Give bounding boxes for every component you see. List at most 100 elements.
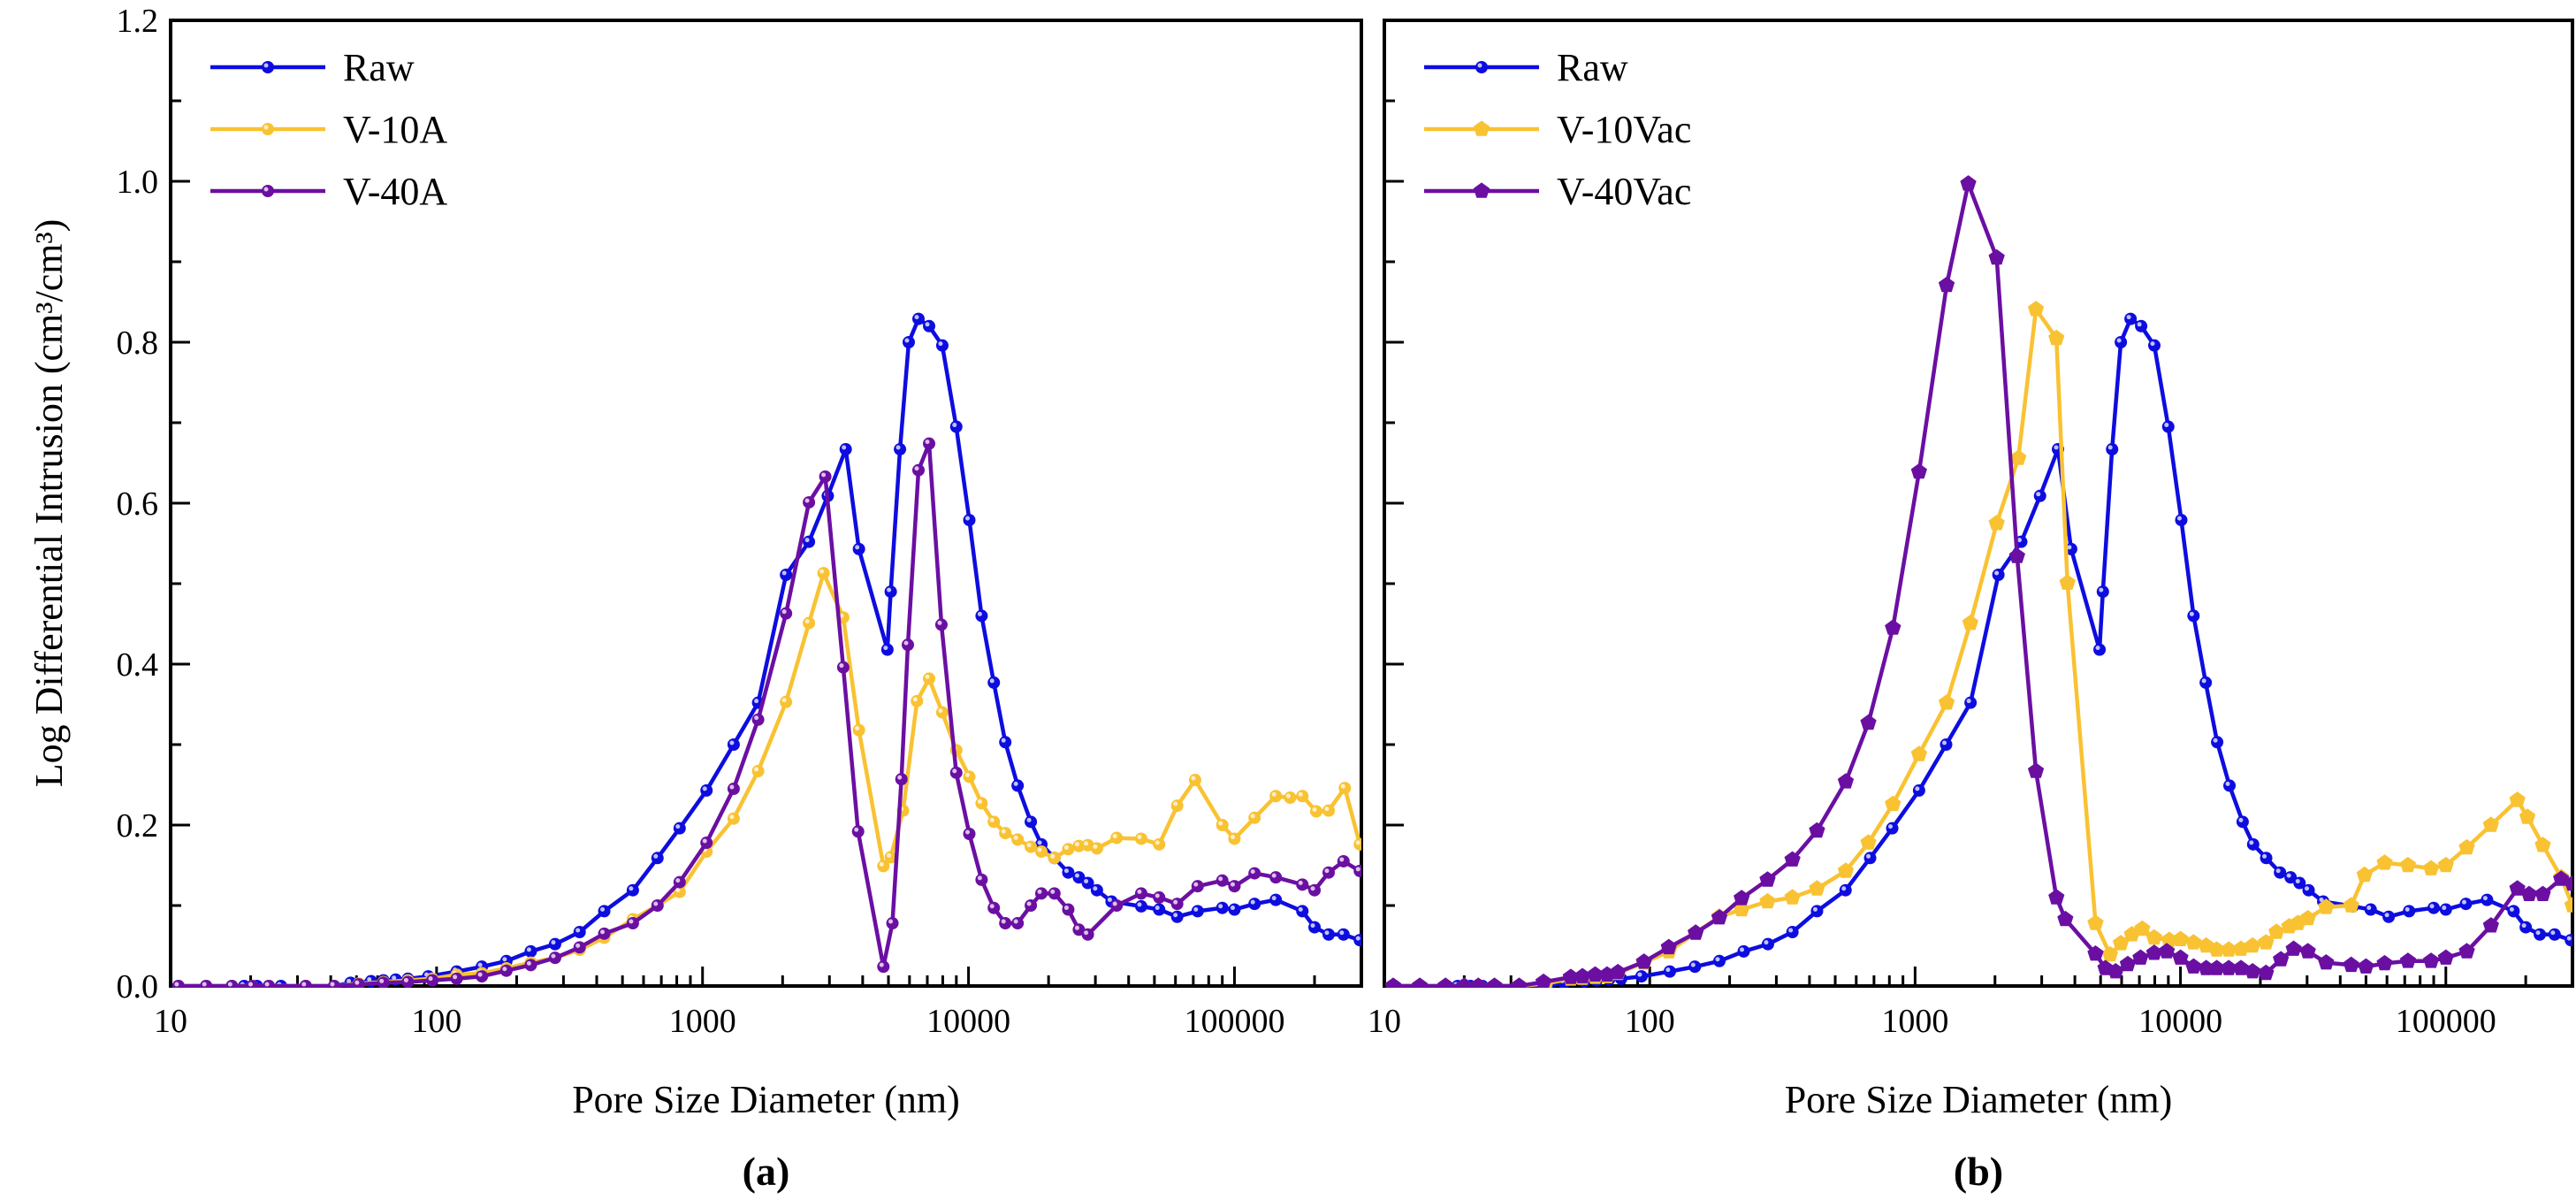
data-point [1011, 917, 1025, 930]
data-point [1663, 965, 1676, 978]
data-point [2519, 921, 2533, 934]
data-point [1863, 852, 1877, 865]
data-point [1062, 866, 1075, 879]
data-point-highlight [1037, 840, 1042, 845]
data-point [2033, 489, 2046, 502]
data-point-highlight [600, 929, 606, 935]
data-point [328, 980, 340, 988]
data-point-highlight [2164, 423, 2169, 428]
data-point-highlight [2238, 817, 2244, 822]
data-point-highlight [2286, 873, 2291, 878]
data-point-highlight [551, 940, 556, 945]
data-point [2376, 854, 2393, 870]
data-point-highlight [575, 928, 581, 933]
data-point-highlight [897, 775, 903, 780]
data-point [1134, 832, 1147, 845]
data-point [1296, 790, 1309, 803]
data-point-highlight [903, 640, 909, 646]
data-point-highlight [842, 445, 847, 450]
data-point [2302, 883, 2315, 897]
data-point [1384, 977, 1402, 988]
data-point-highlight [1093, 886, 1098, 891]
data-point-highlight [754, 715, 759, 721]
data-point [673, 875, 686, 889]
data-point-highlight [937, 620, 942, 625]
data-point [377, 976, 390, 988]
data-point [1035, 887, 1048, 900]
data-point [2161, 420, 2175, 433]
data-point [2124, 312, 2138, 325]
data-point [1153, 903, 1166, 916]
data-point [1048, 887, 1061, 900]
data-point-highlight [1230, 882, 1235, 887]
data-point [2564, 897, 2572, 913]
data-point-highlight [781, 609, 787, 615]
data-point-highlight [1739, 947, 1744, 952]
panel-a: 10 100 1000 10000 100000 0.0 0.2 0.4 0.6 0.8 1.0 1.… [27, 3, 1363, 1194]
data-point [1322, 866, 1335, 879]
data-point-highlight [1310, 886, 1315, 891]
data-point-highlight [977, 611, 982, 616]
data-point [1437, 977, 1454, 988]
data-point-highlight [1013, 781, 1018, 786]
data-point [1511, 977, 1528, 988]
data-point [2318, 953, 2335, 970]
data-point-highlight [1218, 821, 1223, 826]
data-point [1353, 864, 1361, 877]
data-point-highlight [1050, 889, 1056, 894]
data-point-highlight [1715, 957, 1720, 962]
data-point [2008, 547, 2025, 563]
data-point-highlight [1250, 869, 1255, 875]
data-point [450, 972, 463, 985]
data-point [851, 825, 865, 838]
data-point [2481, 893, 2494, 906]
data-point [524, 944, 537, 958]
data-point [1809, 880, 1825, 896]
data-point-highlight [1155, 893, 1160, 898]
data-point [1228, 880, 1241, 893]
data-point [524, 959, 537, 972]
series-line [178, 570, 1361, 988]
data-point-highlight [1355, 840, 1360, 845]
data-point-highlight [653, 853, 659, 859]
data-point-highlight [2366, 906, 2372, 911]
data-point [1988, 515, 2005, 531]
data-point [880, 643, 894, 656]
data-point-highlight [754, 699, 759, 704]
data-point [2356, 866, 2373, 883]
legend-marker [1475, 61, 1488, 73]
data-point [1759, 892, 1776, 909]
data-point-highlight [1285, 793, 1291, 799]
data-point [700, 837, 713, 850]
data-point-highlight [2482, 896, 2488, 901]
data-point [2343, 897, 2359, 913]
data-point [1860, 714, 1877, 730]
data-point-highlight [1271, 896, 1277, 901]
data-point [911, 312, 925, 325]
data-point-highlight [1339, 930, 1345, 936]
data-point-highlight [1050, 853, 1056, 859]
data-point-highlight [2137, 322, 2142, 327]
x-axis-title: Pore Size Diameter (nm) [572, 1078, 960, 1121]
data-point [1353, 837, 1361, 851]
data-point [2299, 943, 2316, 959]
data-point [1216, 901, 1229, 914]
data-point-highlight [821, 472, 827, 478]
x-tick-label: 1000 [669, 1003, 736, 1040]
data-point-highlight [264, 982, 270, 987]
data-point-highlight [1173, 913, 1178, 918]
data-point-highlight [1312, 807, 1317, 813]
data-point [2507, 905, 2520, 918]
data-point-highlight [1155, 906, 1160, 911]
data-point-highlight [781, 698, 787, 703]
data-point-highlight [2126, 315, 2131, 320]
data-point [263, 980, 276, 988]
data-point-highlight [1298, 906, 1303, 912]
data-point [2115, 336, 2128, 348]
legend-marker [262, 61, 274, 73]
data-point [1660, 938, 1677, 955]
data-point [2223, 779, 2237, 792]
data-point-highlight [855, 726, 860, 731]
data-point-highlight [1218, 904, 1223, 909]
data-point [1938, 276, 1955, 293]
